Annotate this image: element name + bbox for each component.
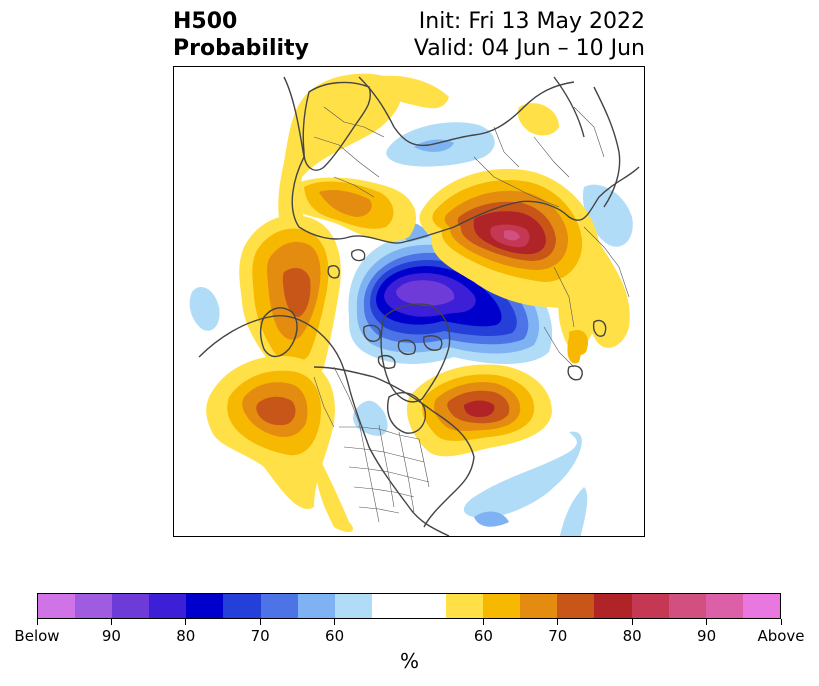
colorbar-tick-mark [706, 619, 708, 625]
variable-label: H500 [173, 9, 238, 34]
colorbar-tick-mark [110, 619, 112, 625]
colorbar-segment [557, 594, 595, 618]
colorbar-tick-mark [631, 619, 633, 625]
colorbar-segment [668, 594, 706, 618]
colorbar-segment [334, 594, 372, 618]
colorbar-unit: % [399, 649, 419, 673]
colorbar-tick-label: 60 [325, 627, 345, 645]
colorbar-tick-mark [36, 619, 38, 625]
anomaly-above-north-atlantic [289, 177, 417, 242]
date-block: Init: Fri 13 May 2022 Valid: 04 Jun – 10… [414, 8, 645, 62]
colorbar-segment [297, 594, 335, 618]
colorbar-segment [371, 594, 409, 618]
anomaly-above-western-russia [419, 168, 630, 364]
colorbar-tick-label: 70 [548, 627, 568, 645]
anomaly-below-pacific [189, 287, 220, 331]
colorbar-tick-mark [334, 619, 336, 625]
colorbar-segment [631, 594, 669, 618]
colorbar-tick-label: Above [757, 627, 805, 645]
colorbar-segment [38, 594, 76, 618]
colorbar-segment [520, 594, 558, 618]
anomaly-above-northeast-pacific [206, 356, 354, 533]
anomaly-above-alaska [239, 215, 341, 382]
colorbar-tick-mark [780, 619, 782, 625]
valid-range: Valid: 04 Jun – 10 Jun [413, 36, 645, 61]
colorbar-segment [408, 594, 447, 618]
map-canvas [189, 73, 640, 536]
colorbar-segment [260, 594, 298, 618]
colorbar-tick-label: 90 [697, 627, 717, 645]
colorbar-tick-label: 60 [473, 627, 493, 645]
colorbar-segment [112, 594, 150, 618]
anomaly-below-southeast-us [353, 400, 588, 536]
colorbar-tick-label: 80 [176, 627, 196, 645]
colorbar-segment [223, 594, 261, 618]
colorbar-segment [742, 594, 780, 618]
anomaly-above-eastern-canada [406, 329, 589, 457]
coastlines [198, 76, 640, 536]
anomaly-below-siberia [386, 122, 495, 167]
colorbar-tick-mark [557, 619, 559, 625]
colorbar-tick-mark [482, 619, 484, 625]
anomaly-above-scandinavia [278, 73, 559, 237]
product-label: Probability [173, 36, 309, 61]
colorbar-segment [75, 594, 113, 618]
colorbar-tick-mark [259, 619, 261, 625]
colorbar-segment [446, 594, 484, 618]
chart-title-block: H500 Probability [173, 8, 309, 62]
probability-map [173, 66, 645, 537]
colorbar-tick-label: 90 [101, 627, 121, 645]
country-borders [313, 106, 630, 368]
colorbar-tick-label: 70 [250, 627, 270, 645]
us-state-borders [313, 366, 430, 523]
colorbar-tick-label: 80 [622, 627, 642, 645]
colorbar-segment [483, 594, 521, 618]
colorbar-segment [149, 594, 187, 618]
colorbar [37, 593, 781, 619]
init-date: Init: Fri 13 May 2022 [418, 9, 645, 34]
colorbar-tick-mark [185, 619, 187, 625]
colorbar-tick-label: Below [14, 627, 60, 645]
colorbar-segment [705, 594, 743, 618]
colorbar-segment [186, 594, 224, 618]
colorbar-segment [594, 594, 632, 618]
